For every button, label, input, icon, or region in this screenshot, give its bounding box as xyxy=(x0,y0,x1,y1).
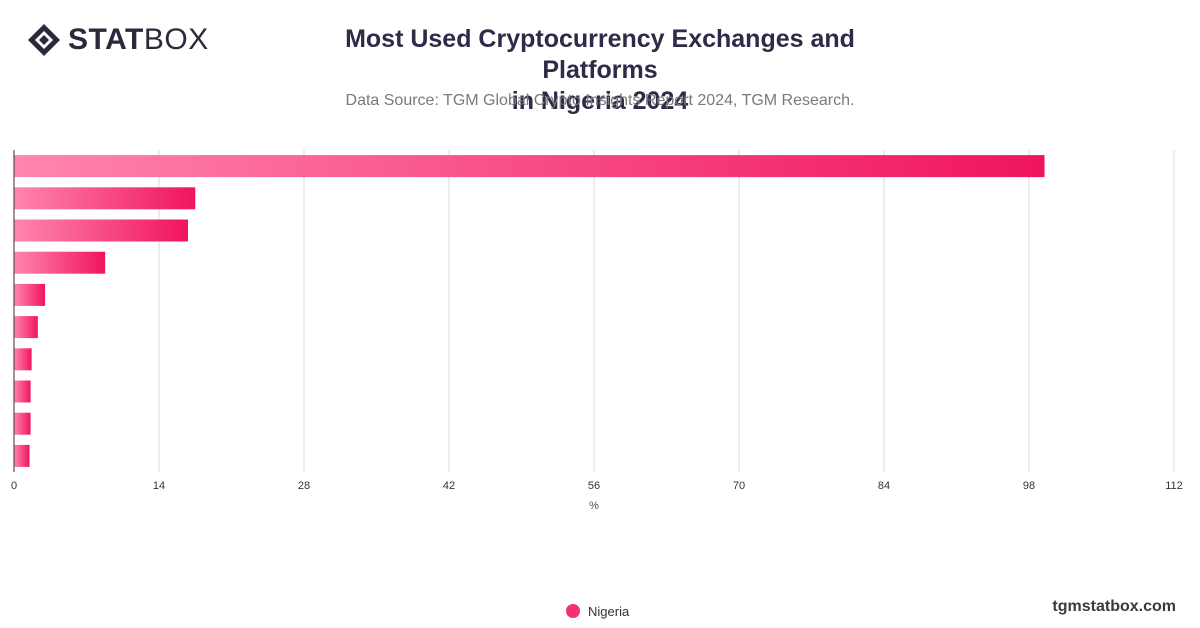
x-tick-label: 112 xyxy=(1165,480,1183,492)
x-tick-label: 0 xyxy=(11,480,17,492)
logo-text-light: BOX xyxy=(143,23,209,56)
chart-title-line1: Most Used Cryptocurrency Exchanges and P… xyxy=(345,25,855,84)
legend[interactable]: Nigeria xyxy=(566,602,629,620)
x-tick-label: 14 xyxy=(153,480,165,492)
x-tick-label: 98 xyxy=(1023,480,1035,492)
x-tick-label: 28 xyxy=(298,480,310,492)
bars xyxy=(14,155,1045,467)
chart-title: Most Used Cryptocurrency Exchanges and P… xyxy=(290,24,910,117)
site-url: tgmstatbox.com xyxy=(1052,598,1176,615)
diamond-logo-icon xyxy=(28,24,60,56)
bar[interactable] xyxy=(14,187,196,210)
logo-text-bold: STAT xyxy=(68,23,144,56)
legend-label: Nigeria xyxy=(588,603,630,619)
grid-lines xyxy=(158,150,1175,472)
chart-title-line2: in Nigeria 2024 xyxy=(511,87,689,115)
x-tick-label: 84 xyxy=(878,480,890,492)
chart-subtitle: Data Source: TGM Global Crypto Insights … xyxy=(345,92,855,109)
bar[interactable] xyxy=(14,348,32,371)
bar[interactable] xyxy=(14,155,1045,178)
x-tick-label: 70 xyxy=(733,480,745,492)
bar[interactable] xyxy=(14,219,188,242)
statbox-logo: STATBOX xyxy=(26,22,209,58)
bar[interactable] xyxy=(14,412,31,435)
bar[interactable] xyxy=(14,251,106,274)
bar[interactable] xyxy=(14,316,38,339)
bar[interactable] xyxy=(14,380,31,403)
x-tick-label: 56 xyxy=(588,480,600,492)
x-axis-label: % xyxy=(589,500,599,512)
legend-marker-icon xyxy=(566,604,580,618)
x-tick-labels: 0 14 28 42 56 70 84 98 112 xyxy=(11,480,1183,492)
bar[interactable] xyxy=(14,444,30,467)
x-tick-label: 42 xyxy=(443,480,455,492)
logo-text: STATBOX xyxy=(68,22,209,58)
bar[interactable] xyxy=(14,283,46,306)
